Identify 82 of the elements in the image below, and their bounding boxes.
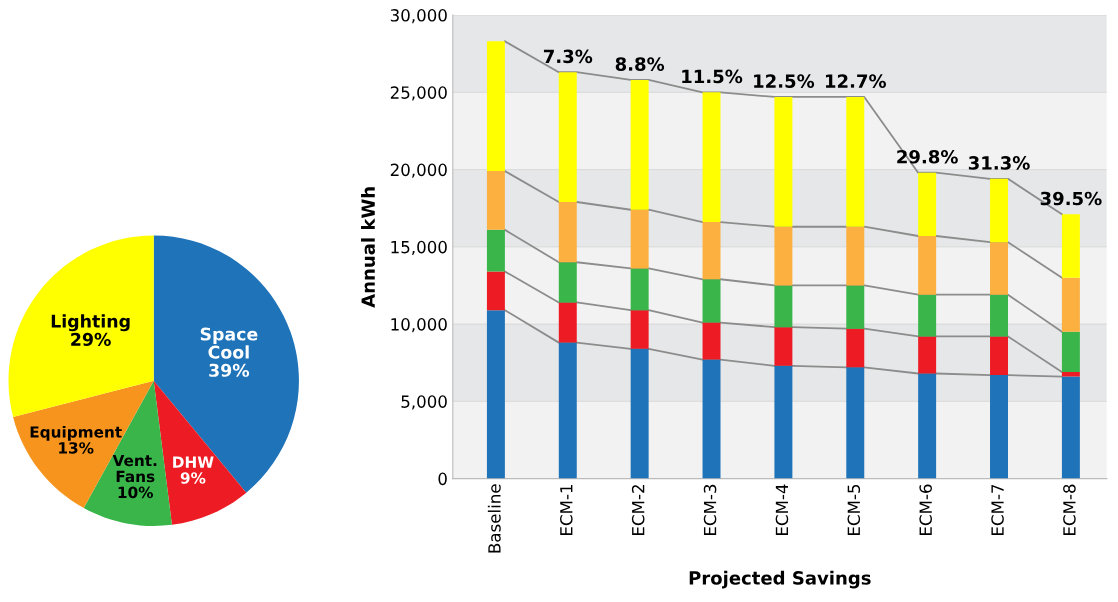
bar (702, 279, 721, 323)
data-label: 10% (118, 486, 154, 499)
bar (918, 336, 937, 374)
y-tick-label: 10,000 (391, 318, 447, 333)
annotation: 11.5% (682, 69, 743, 84)
x-tick-label: ECM-3 (703, 484, 717, 535)
bar (774, 96, 793, 227)
x-tick-label: ECM-4 (775, 484, 789, 535)
x-tick-label: ECM-1 (560, 484, 573, 535)
slice-label: Lighting (51, 314, 130, 332)
bar (990, 336, 1008, 376)
bar (990, 294, 1008, 337)
slice-label: Space Cool (200, 327, 258, 359)
x-tick-label: ECM-2 (631, 485, 645, 535)
annotation: 8.8% (615, 57, 665, 71)
bar (774, 365, 793, 479)
data-label: 29% (71, 332, 111, 346)
x-tick-label: ECM-5 (847, 484, 861, 535)
bar (846, 285, 865, 329)
bar (702, 322, 721, 360)
y-tick-label: 5,000 (401, 395, 447, 410)
bar (846, 96, 865, 227)
annotation: 7.3% (543, 49, 593, 64)
bar (846, 328, 865, 368)
annotation: 12.5% (754, 74, 815, 88)
y-axis-title: Annual kWh (361, 187, 375, 308)
slice-label: Equipment (30, 425, 122, 441)
y-tick-label: 20,000 (390, 163, 447, 178)
bar (990, 375, 1008, 479)
bar (486, 229, 505, 272)
bar (486, 271, 505, 311)
slice-label: DHW (173, 456, 214, 468)
annotation: 31.3% (968, 156, 1030, 170)
pie-slice (8, 235, 154, 417)
bar (990, 178, 1008, 243)
bar (630, 348, 649, 479)
bar (486, 171, 505, 230)
y-tick-label: 15,000 (391, 240, 447, 256)
y-tick-label: 0 (438, 472, 447, 486)
bar (918, 236, 937, 295)
bar (846, 367, 865, 479)
bar (702, 222, 721, 280)
bar (1061, 376, 1080, 479)
bar (558, 342, 577, 479)
x-tick-label: ECM-6 (919, 484, 932, 535)
bar (486, 41, 505, 172)
annotation: 29.8% (897, 149, 958, 164)
bar (918, 172, 937, 236)
bar (1061, 371, 1080, 377)
bar (846, 226, 865, 286)
bar (558, 302, 577, 343)
bar (630, 310, 649, 349)
x-axis-title: Projected Savings (689, 570, 871, 589)
annotation: 39.5% (1040, 191, 1102, 206)
bar (558, 262, 577, 303)
bar (774, 226, 793, 286)
annotation: 12.7% (825, 74, 887, 88)
bar (702, 359, 721, 479)
bar (630, 268, 649, 311)
bar (918, 373, 937, 479)
bar (1061, 214, 1080, 278)
y-tick-label: 30,000 (390, 9, 447, 24)
bar (558, 72, 577, 203)
bar (1061, 277, 1080, 332)
bar (702, 92, 721, 223)
bar (486, 310, 505, 479)
bar (774, 285, 793, 328)
bar (918, 294, 937, 337)
x-tick-label: Baseline (487, 484, 501, 553)
slice-label: Vent. Fans (112, 454, 157, 483)
bar (630, 209, 649, 269)
bar (558, 202, 577, 263)
data-label: 9% (180, 472, 206, 484)
bar (630, 79, 649, 210)
x-tick-label: ECM-8 (1063, 484, 1076, 535)
bar (990, 242, 1008, 295)
data-label: 13% (59, 442, 94, 454)
y-tick-label: 25,000 (390, 86, 447, 101)
x-tick-label: ECM-7 (991, 484, 1004, 535)
data-label: 39% (209, 363, 250, 377)
bar (774, 327, 793, 366)
bar (1061, 331, 1080, 372)
